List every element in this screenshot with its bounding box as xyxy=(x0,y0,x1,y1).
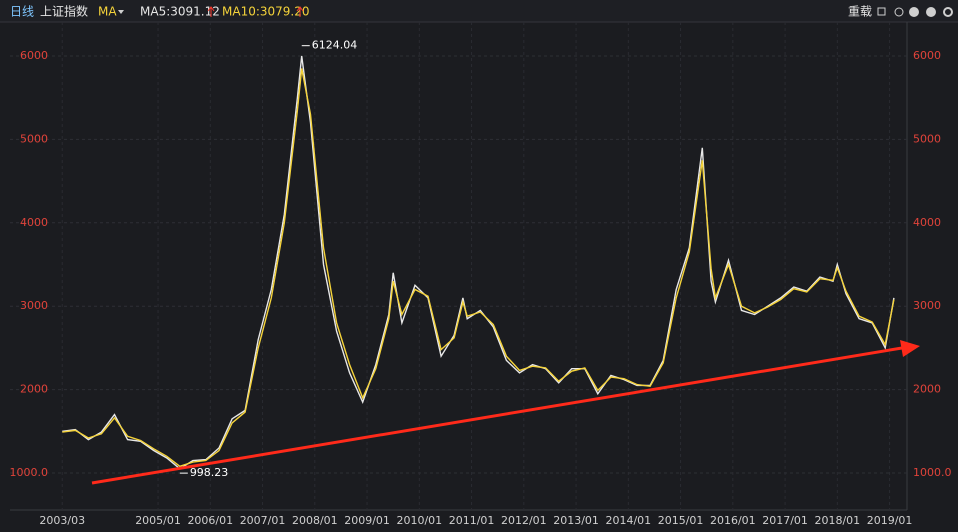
trend-line xyxy=(91,346,903,485)
lock-icon[interactable] xyxy=(877,7,886,16)
settings-icon[interactable] xyxy=(943,7,953,17)
y-tick-label-right: 5000 xyxy=(913,132,941,145)
x-tick-label: 2016/01 xyxy=(710,514,756,527)
y-tick-label: 4000 xyxy=(20,216,48,229)
y-tick-label-right: 1000.0 xyxy=(913,466,952,479)
reload[interactable]: 重载 xyxy=(848,5,872,19)
y-tick-label: 2000 xyxy=(20,383,48,396)
x-tick-label: 2011/01 xyxy=(449,514,495,527)
ma5-label: MA5:3091.12 xyxy=(140,5,220,19)
refresh-icon[interactable] xyxy=(894,7,904,17)
x-tick-label: 2019/01 xyxy=(867,514,913,527)
indicator[interactable]: MA xyxy=(98,5,117,19)
y-tick-label-right: 2000 xyxy=(913,383,941,396)
x-tick-label: 2007/01 xyxy=(240,514,286,527)
index-name[interactable]: 上证指数 xyxy=(40,4,88,19)
period[interactable]: 日线 xyxy=(10,5,34,19)
x-tick-label: 2009/01 xyxy=(344,514,390,527)
plot: 1000.0 1000.0 2000 2000 3000 3000 4000 4000 5000… xyxy=(10,22,952,527)
toolbar xyxy=(0,0,958,22)
annotation-label: 998.23 xyxy=(190,466,229,479)
y-tick-label-right: 3000 xyxy=(913,299,941,312)
trend-arrowhead xyxy=(900,340,920,357)
y-tick-label: 3000 xyxy=(20,299,48,312)
annotation-label: 6124.04 xyxy=(312,39,358,52)
y-tick-label: 6000 xyxy=(20,49,48,62)
up-arrow xyxy=(296,6,304,17)
x-tick-label: 2018/01 xyxy=(814,514,860,527)
x-tick-label: 2014/01 xyxy=(605,514,651,527)
x-tick-label: 2008/01 xyxy=(292,514,338,527)
zoom-in-icon[interactable] xyxy=(909,7,919,17)
dropdown-icon[interactable] xyxy=(118,10,124,14)
up-arrow xyxy=(207,6,215,17)
y-tick-label: 1000.0 xyxy=(10,466,49,479)
y-tick-label-right: 6000 xyxy=(913,49,941,62)
x-tick-label: 2005/01 xyxy=(135,514,181,527)
ma-line xyxy=(62,68,895,468)
trend-arrow xyxy=(91,340,920,485)
x-tick-label: 2003/03 xyxy=(39,514,85,527)
y-tick-label: 5000 xyxy=(20,132,48,145)
zoom-out-icon[interactable] xyxy=(926,7,936,17)
x-tick-label: 2017/01 xyxy=(762,514,808,527)
x-tick-label: 2013/01 xyxy=(553,514,599,527)
ma10-label: MA10:3079.20 xyxy=(222,5,310,19)
x-tick-label: 2015/01 xyxy=(658,514,704,527)
y-tick-label-right: 4000 xyxy=(913,216,941,229)
x-tick-label: 2012/01 xyxy=(501,514,547,527)
x-tick-label: 2006/01 xyxy=(187,514,233,527)
x-tick-label: 2010/01 xyxy=(396,514,442,527)
